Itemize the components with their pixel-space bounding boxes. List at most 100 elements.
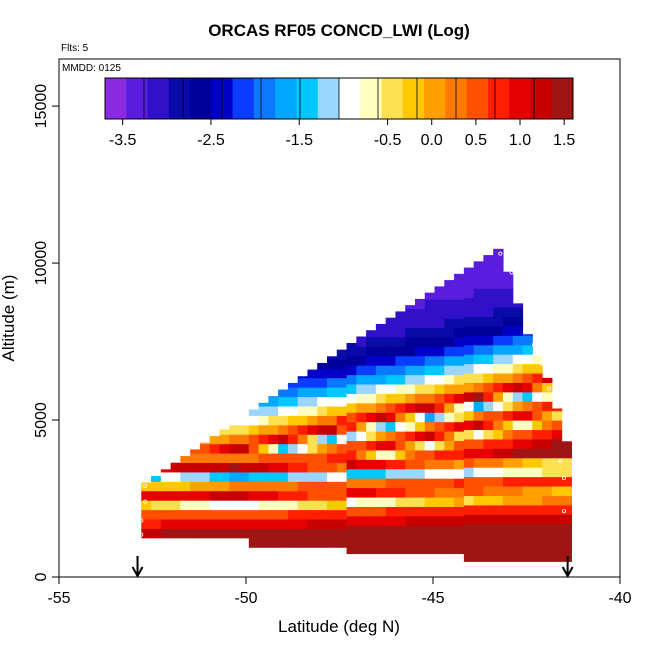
heatmap-cell bbox=[219, 490, 230, 501]
heatmap-cell bbox=[375, 355, 387, 366]
heatmap-cell bbox=[414, 355, 426, 366]
heatmap-cell bbox=[385, 487, 397, 498]
heatmap-cell bbox=[522, 551, 533, 562]
heatmap-cell bbox=[463, 514, 475, 525]
heatmap-cell bbox=[444, 318, 455, 329]
heatmap-cell bbox=[473, 325, 484, 336]
heatmap-cell bbox=[287, 396, 299, 407]
heatmap-cell bbox=[532, 467, 543, 478]
heatmap-cell bbox=[385, 365, 397, 376]
heatmap-cell bbox=[502, 372, 514, 383]
heatmap-cell bbox=[287, 382, 299, 388]
heatmap-cell bbox=[385, 534, 397, 545]
heatmap-cell bbox=[375, 506, 387, 517]
heatmap-cell bbox=[522, 391, 533, 402]
heatmap-cell bbox=[483, 438, 494, 449]
heatmap-cell bbox=[502, 504, 514, 515]
heatmap-cell bbox=[248, 462, 260, 473]
heatmap-cell bbox=[493, 297, 504, 308]
heatmap-cell bbox=[375, 544, 387, 555]
heatmap-cell bbox=[327, 396, 338, 407]
heatmap-cell bbox=[424, 402, 436, 413]
heatmap-cell bbox=[385, 336, 397, 347]
heatmap-cell bbox=[287, 443, 299, 454]
heatmap-cell bbox=[434, 308, 445, 319]
heatmap-cell bbox=[493, 476, 504, 487]
heatmap-cell bbox=[444, 289, 455, 300]
heatmap-cell bbox=[356, 431, 367, 442]
heatmap-cell bbox=[473, 382, 484, 393]
heatmap-cell bbox=[395, 496, 406, 507]
heatmap-cell bbox=[493, 438, 504, 449]
heatmap-cell bbox=[493, 316, 504, 327]
heatmap-cell bbox=[346, 355, 357, 366]
heatmap-cell bbox=[268, 528, 279, 539]
heatmap-cell bbox=[229, 462, 240, 473]
heatmap-cell bbox=[356, 355, 367, 366]
heatmap-cell bbox=[258, 528, 269, 539]
heatmap-cell bbox=[551, 408, 563, 412]
heatmap-cell bbox=[414, 383, 426, 394]
heatmap-cell bbox=[268, 462, 279, 473]
heatmap-cell bbox=[405, 305, 416, 310]
heatmap-cell bbox=[385, 459, 397, 470]
heatmap-cell bbox=[258, 405, 269, 416]
heatmap-cell bbox=[405, 487, 416, 498]
heatmap-cell bbox=[463, 542, 475, 553]
heatmap-cell bbox=[317, 396, 328, 407]
heatmap-cell bbox=[327, 500, 338, 511]
heatmap-cell bbox=[424, 318, 436, 329]
heatmap-cell bbox=[542, 391, 553, 402]
heatmap-cell bbox=[180, 528, 191, 539]
sample-point bbox=[143, 483, 148, 488]
heatmap-cell bbox=[385, 468, 397, 479]
heatmap-cell bbox=[512, 363, 524, 374]
heatmap-cell bbox=[287, 387, 299, 398]
heatmap-cell bbox=[434, 487, 445, 498]
heatmap-cell bbox=[395, 327, 406, 338]
heatmap-cell bbox=[493, 533, 504, 544]
heatmap-cell bbox=[287, 500, 299, 511]
heatmap-cell bbox=[542, 429, 553, 440]
heatmap-cell bbox=[532, 448, 543, 459]
heatmap-cell bbox=[542, 504, 553, 515]
heatmap-cell bbox=[317, 462, 328, 473]
heatmap-cell bbox=[229, 509, 240, 520]
heatmap-cell bbox=[366, 402, 377, 413]
heatmap-cell bbox=[444, 431, 455, 442]
heatmap-cell bbox=[336, 415, 348, 426]
heatmap-cell bbox=[307, 518, 318, 529]
heatmap-cell bbox=[473, 485, 484, 496]
heatmap-cell bbox=[297, 490, 309, 501]
sample-point bbox=[509, 270, 514, 275]
heatmap-cell bbox=[297, 518, 309, 529]
sample-point bbox=[531, 342, 536, 347]
heatmap-cell bbox=[209, 452, 221, 464]
heatmap-cell bbox=[366, 534, 377, 545]
heatmap-cell bbox=[395, 534, 406, 545]
heatmap-cell bbox=[317, 490, 328, 501]
heatmap-cell bbox=[199, 528, 211, 539]
heatmap-cell bbox=[532, 514, 543, 525]
heatmap-cell bbox=[493, 248, 504, 252]
heatmap-cell bbox=[248, 490, 260, 501]
heatmap-cell bbox=[385, 496, 397, 507]
heatmap-cell bbox=[434, 402, 445, 413]
colorbar-swatch bbox=[466, 78, 489, 119]
y-axis: 0 5000 10000 15000 bbox=[33, 84, 59, 581]
heatmap-cell bbox=[366, 393, 377, 404]
heatmap-cell bbox=[346, 478, 357, 489]
heatmap-cell bbox=[532, 420, 543, 431]
heatmap-cell bbox=[239, 443, 250, 454]
heatmap-cell bbox=[542, 542, 553, 553]
heatmap-cell bbox=[287, 415, 299, 426]
heatmap-cell bbox=[405, 421, 416, 432]
heatmap-cell bbox=[346, 487, 357, 498]
heatmap-cell bbox=[170, 471, 181, 482]
heatmap-cell bbox=[414, 468, 426, 479]
heatmap-cell bbox=[512, 504, 524, 515]
heatmap-cell bbox=[551, 410, 563, 421]
heatmap-cell bbox=[502, 533, 514, 544]
colorbar-tick-label: 0.0 bbox=[421, 132, 443, 149]
heatmap-cell bbox=[356, 478, 367, 489]
